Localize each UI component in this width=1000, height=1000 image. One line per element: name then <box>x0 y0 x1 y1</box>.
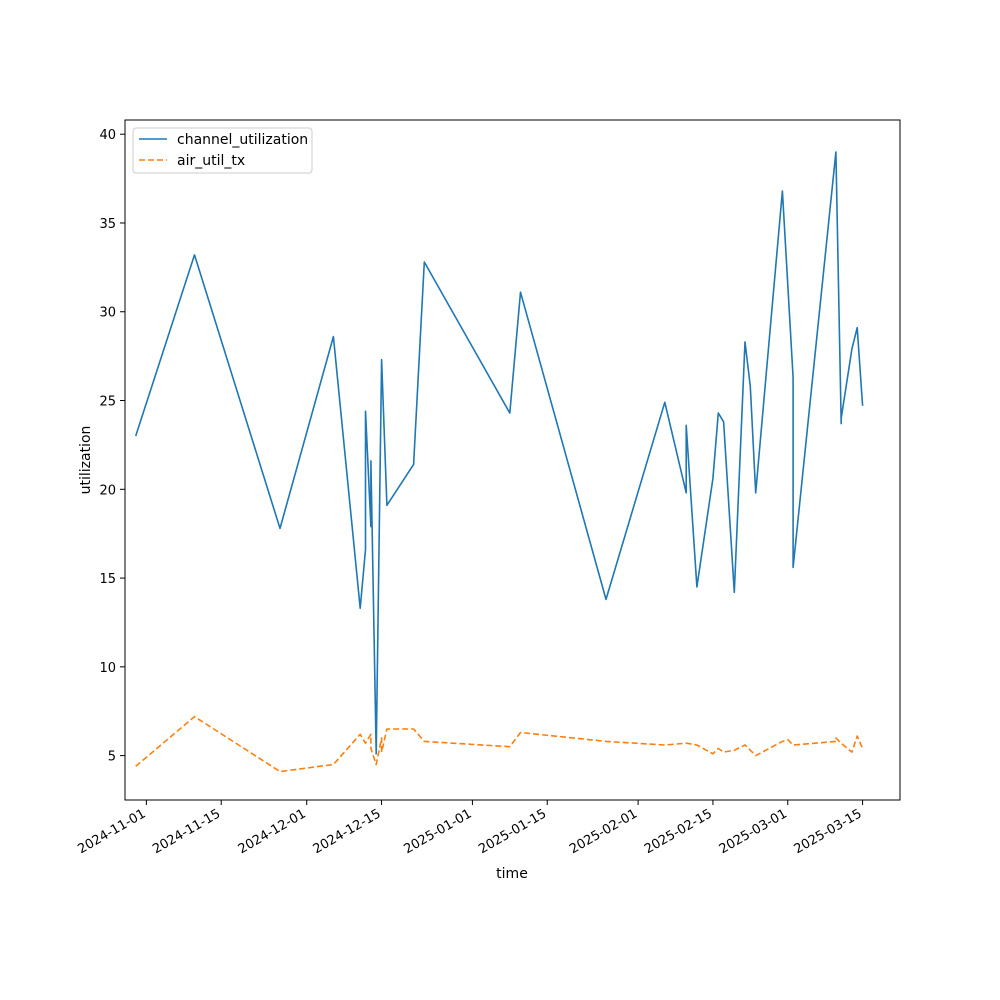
y-tick-label: 25 <box>99 395 116 410</box>
legend-label: air_util_tx <box>177 153 245 169</box>
series-layer <box>134 151 864 773</box>
y-tick-label: 30 <box>99 306 116 321</box>
y-tick-label: 20 <box>99 483 116 498</box>
y-tick-label: 15 <box>99 572 116 587</box>
legend-label: channel_utilization <box>177 132 308 148</box>
legend: channel_utilization air_util_tx <box>132 127 313 174</box>
series-line-channel_utilization <box>134 151 864 755</box>
y-axis: 5 10 15 20 25 30 35 40 <box>99 128 125 765</box>
y-tick-label: 5 <box>108 750 116 765</box>
y-tick-label: 35 <box>99 217 116 232</box>
x-axis-label: time <box>496 866 528 882</box>
series-line-air_util_tx <box>135 715 864 773</box>
plot-frame <box>124 119 901 801</box>
legend-box <box>132 127 313 174</box>
y-axis-label: utilization <box>78 426 94 495</box>
y-tick-label: 10 <box>99 661 116 676</box>
y-tick-label: 40 <box>99 128 116 143</box>
